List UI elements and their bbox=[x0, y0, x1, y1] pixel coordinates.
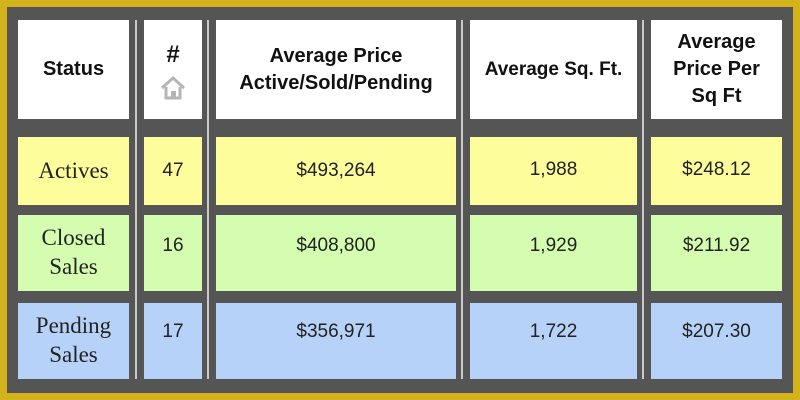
status-label-line-1: Closed bbox=[41, 225, 106, 251]
status-label-line-2: Sales bbox=[49, 254, 98, 279]
row-actives-avg-price: $493,264 bbox=[216, 137, 456, 205]
avg-sqft-value: 1,722 bbox=[529, 321, 578, 342]
grid-divider bbox=[135, 20, 137, 379]
header-price-per-sqft-line-2: Price Per bbox=[673, 58, 760, 80]
row-pending-status: Pending Sales bbox=[18, 303, 129, 379]
row-actives-status: Actives bbox=[18, 137, 129, 205]
grid-divider bbox=[642, 20, 644, 379]
avg-sqft-value: 1,988 bbox=[529, 159, 578, 180]
row-closed-price-per-sqft: $211.92 bbox=[651, 215, 782, 291]
row-actives-count: 47 bbox=[144, 137, 202, 205]
price-per-sqft-value: $248.12 bbox=[682, 159, 751, 180]
avg-price-value: $356,971 bbox=[296, 321, 376, 342]
price-per-sqft-value: $211.92 bbox=[682, 235, 751, 256]
status-label-line-2: Sales bbox=[49, 342, 98, 367]
home-icon bbox=[160, 75, 186, 100]
header-average-sqft: Average Sq. Ft. bbox=[470, 20, 637, 119]
row-pending-avg-price: $356,971 bbox=[216, 303, 456, 379]
avg-price-value: $493,264 bbox=[296, 160, 376, 181]
status-label-line-1: Pending bbox=[35, 313, 112, 339]
row-actives-price-per-sqft: $248.12 bbox=[651, 137, 782, 205]
header-average-price: Average Price Active/Sold/Pending bbox=[216, 20, 456, 119]
count-value: 17 bbox=[162, 321, 184, 342]
price-per-sqft-value: $207.30 bbox=[682, 321, 751, 342]
row-closed-count: 16 bbox=[144, 215, 202, 291]
avg-sqft-value: 1,929 bbox=[529, 235, 578, 256]
row-pending-avg-sqft: 1,722 bbox=[470, 303, 637, 379]
header-status: Status bbox=[18, 20, 129, 119]
grid-divider bbox=[461, 20, 463, 379]
grid-divider bbox=[207, 20, 209, 379]
header-average-price-line-1: Average Price bbox=[269, 44, 403, 67]
row-closed-avg-sqft: 1,929 bbox=[470, 215, 637, 291]
header-price-per-sqft-line-3: Sq Ft bbox=[691, 85, 742, 107]
count-value: 16 bbox=[162, 235, 184, 256]
header-count: # bbox=[144, 20, 202, 119]
row-closed-avg-price: $408,800 bbox=[216, 215, 456, 291]
header-price-per-sqft-line-1: Average bbox=[677, 31, 756, 53]
header-price-per-sqft: Average Price Per Sq Ft bbox=[651, 20, 782, 119]
row-closed-status: Closed Sales bbox=[18, 215, 129, 291]
row-pending-count: 17 bbox=[144, 303, 202, 379]
row-pending-price-per-sqft: $207.30 bbox=[651, 303, 782, 379]
count-value: 47 bbox=[162, 160, 184, 181]
row-actives-avg-sqft: 1,988 bbox=[470, 137, 637, 205]
avg-price-value: $408,800 bbox=[296, 235, 376, 256]
header-average-price-line-2: Active/Sold/Pending bbox=[239, 71, 433, 94]
header-average-sqft-label: Average Sq. Ft. bbox=[484, 58, 623, 80]
status-label: Actives bbox=[38, 157, 109, 183]
header-status-label: Status bbox=[42, 58, 105, 80]
header-count-label: # bbox=[166, 41, 180, 69]
